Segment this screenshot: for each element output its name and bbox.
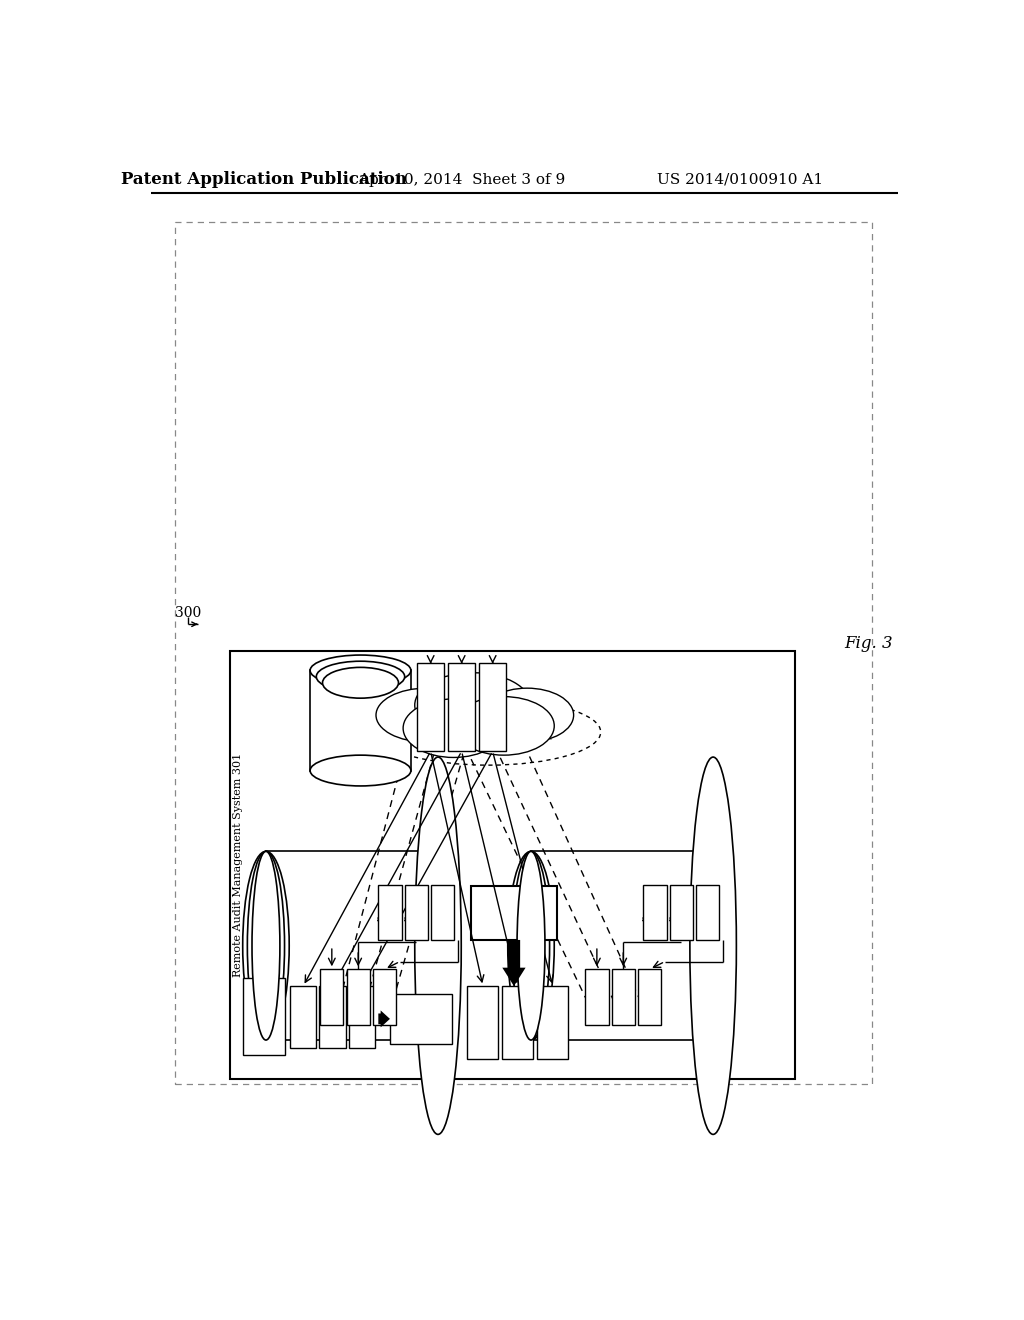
Text: Audit Template
310: Audit Template 310 [255, 985, 272, 1049]
Text: Bus.
Data
355: Bus. Data 355 [429, 903, 456, 921]
Bar [471, 886, 557, 940]
Text: Bus.
Data
393: Bus. Data 393 [668, 903, 694, 921]
Ellipse shape [243, 851, 289, 1040]
Bar [174, 222, 872, 1084]
Text: Patent Application Publication: Patent Application Publication [121, 172, 407, 189]
Bar [538, 986, 568, 1059]
Polygon shape [378, 1010, 390, 1027]
Text: Remote Audit Management System 301: Remote Audit Management System 301 [233, 752, 243, 977]
Text: Bus.
Data
391: Bus. Data 391 [642, 903, 669, 921]
Text: Program
381: Program 381 [588, 981, 605, 1014]
Text: Program
383: Program 383 [614, 981, 632, 1014]
Bar [643, 884, 667, 940]
Bar [531, 851, 725, 1040]
Text: Business Rule
333: Business Rule 333 [453, 680, 470, 734]
Bar [638, 969, 662, 1024]
Text: Aud. Task Tem.
313: Aud. Task Tem. 313 [324, 987, 341, 1045]
Ellipse shape [323, 668, 398, 698]
Bar [696, 884, 719, 940]
Text: Audit Task
325: Audit Task 325 [544, 1001, 561, 1045]
Bar [321, 969, 343, 1024]
Text: 375: 375 [324, 702, 347, 715]
Text: Program
345: Program 345 [376, 981, 393, 1014]
Ellipse shape [480, 688, 573, 742]
Bar [479, 663, 506, 751]
Bar [390, 994, 452, 1044]
Text: Business
Specific
Data
190: Business Specific Data 190 [493, 892, 536, 933]
Bar [230, 651, 795, 1078]
Bar [431, 884, 455, 940]
Ellipse shape [508, 851, 554, 1040]
Ellipse shape [415, 758, 461, 1134]
Ellipse shape [316, 661, 404, 692]
Text: Audit Task
321: Audit Task 321 [474, 1001, 492, 1045]
Bar [373, 969, 396, 1024]
Bar [404, 884, 428, 940]
Bar [449, 663, 475, 751]
Ellipse shape [248, 851, 285, 1040]
Text: Central Management System
380: Central Management System 380 [537, 874, 556, 1018]
Bar [266, 851, 450, 1040]
Text: 300: 300 [175, 606, 202, 619]
Ellipse shape [252, 851, 280, 1040]
Text: Apr. 10, 2014  Sheet 3 of 9: Apr. 10, 2014 Sheet 3 of 9 [357, 173, 565, 187]
Text: Business Rule
335: Business Rule 335 [484, 680, 501, 734]
Bar [670, 884, 693, 940]
Text: Program
385: Program 385 [641, 981, 658, 1014]
Ellipse shape [690, 758, 736, 1134]
Bar [310, 671, 411, 771]
Text: Bus.
Data
353: Bus. Data 353 [403, 903, 429, 921]
Ellipse shape [310, 755, 411, 785]
Bar [586, 969, 608, 1024]
Text: Program
343: Program 343 [349, 981, 367, 1014]
Ellipse shape [310, 655, 411, 686]
Ellipse shape [517, 851, 545, 1040]
Text: US 2014/0100910 A1: US 2014/0100910 A1 [657, 173, 823, 187]
Bar [346, 969, 370, 1024]
Text: Central Management System
340: Central Management System 340 [271, 874, 291, 1018]
Text: Aud. Task Tem.
315: Aud. Task Tem. 315 [353, 987, 371, 1045]
Text: Business Rule DB 330: Business Rule DB 330 [313, 671, 323, 771]
Bar [319, 986, 346, 1048]
Bar [503, 986, 534, 1059]
Bar [417, 663, 444, 751]
Ellipse shape [512, 851, 550, 1040]
Text: Fig. 3: Fig. 3 [844, 635, 893, 652]
Bar [611, 969, 635, 1024]
Bar [378, 884, 401, 940]
Bar [290, 986, 316, 1048]
Ellipse shape [376, 688, 477, 742]
Text: Audit Operation
320: Audit Operation 320 [381, 1010, 461, 1028]
Text: Business Rule
331: Business Rule 331 [422, 680, 439, 734]
Ellipse shape [454, 697, 554, 755]
Text: Bus.
Data
395: Bus. Data 395 [694, 903, 721, 921]
Text: Aud. Task Tem.
311: Aud. Task Tem. 311 [295, 987, 311, 1045]
Text: Audit Task
323: Audit Task 323 [509, 1001, 526, 1045]
Text: Bus.
Data
351: Bus. Data 351 [377, 903, 403, 921]
Text: Program
341: Program 341 [324, 981, 340, 1014]
Bar [467, 986, 499, 1059]
Ellipse shape [415, 673, 531, 738]
Text: Network
350: Network 350 [482, 706, 556, 758]
Bar [243, 978, 286, 1056]
Bar [349, 986, 375, 1048]
Ellipse shape [403, 700, 504, 758]
Polygon shape [503, 940, 525, 986]
